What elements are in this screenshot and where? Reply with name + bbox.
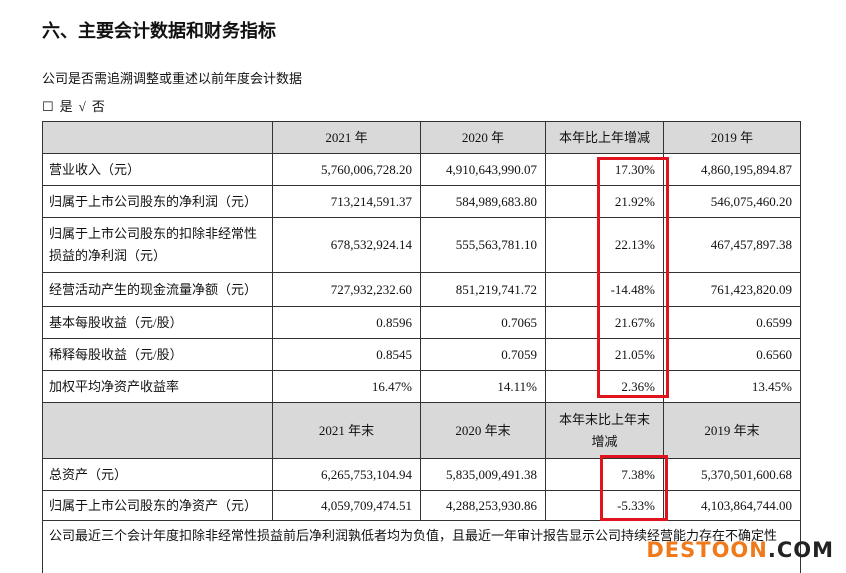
cell-value: 555,563,781.10 xyxy=(420,217,546,273)
row-label: 基本每股收益（元/股） xyxy=(42,306,273,339)
header-cell: 2019 年末 xyxy=(663,402,801,459)
cell-value: 0.6560 xyxy=(663,338,801,371)
header-row: 2021 年 2020 年本年比上年增减 2019 年 xyxy=(42,121,801,154)
row-label: 营业收入（元） xyxy=(42,153,273,186)
data-row: 总资产（元） 6,265,753,104.94 5,835,009,491.38 7.… xyxy=(42,458,801,491)
header-cell: 2021 年 xyxy=(272,121,421,154)
data-row: 经营活动产生的现金流量净额（元） 727,932,232.60 851,219,74… xyxy=(42,272,801,307)
data-row: 稀释每股收益（元/股） 0.8545 0.7059 21.05% 0.6560 xyxy=(42,338,801,371)
cell-value: 4,860,195,894.87 xyxy=(663,153,801,186)
cell-value: 0.6599 xyxy=(663,306,801,339)
cell-value: 584,989,683.80 xyxy=(420,185,546,218)
cell-value: 467,457,897.38 xyxy=(663,217,801,273)
row-label: 经营活动产生的现金流量净额（元） xyxy=(42,272,273,307)
cell-value: 713,214,591.37 xyxy=(272,185,421,218)
watermark: DESTOON.COM xyxy=(646,538,834,562)
header-cell: 2019 年 xyxy=(663,121,801,154)
cell-value: 0.8596 xyxy=(272,306,421,339)
header-cell: 本年比上年增减 xyxy=(545,121,664,154)
cell-value: 761,423,820.09 xyxy=(663,272,801,307)
header-cell: 2021 年末 xyxy=(272,402,421,459)
cell-value: 14.11% xyxy=(420,370,546,403)
option-label: 否 xyxy=(91,99,105,114)
cell-value: 4,288,253,930.86 xyxy=(420,490,546,521)
header-row: 2021 年末 2020 年末 本年末比上年末增减 2019 年末 xyxy=(42,402,801,459)
cell-value: -5.33% xyxy=(545,490,664,521)
option-mark: √ xyxy=(78,99,86,114)
header-cell xyxy=(42,121,273,154)
cell-value: 5,370,501,600.68 xyxy=(663,458,801,491)
data-row: 归属于上市公司股东的净利润（元） 713,214,591.37 584,989,68… xyxy=(42,185,801,218)
cell-value: 5,760,006,728.20 xyxy=(272,153,421,186)
cell-value: 4,059,709,474.51 xyxy=(272,490,421,521)
cell-value: 5,835,009,491.38 xyxy=(420,458,546,491)
cell-value: 851,219,741.72 xyxy=(420,272,546,307)
options: ☐ 是 √ 否 xyxy=(42,96,111,115)
data-row: 归属于上市公司股东的扣除非经常性损益的净利润（元） 678,532,924.14 5… xyxy=(42,217,801,273)
cell-value: 0.7059 xyxy=(420,338,546,371)
footnote: 公司最近三个会计年度扣除非经常性损益前后净利润孰低者均为负值，且最近一年审计报告… xyxy=(42,520,801,573)
cell-value: 678,532,924.14 xyxy=(272,217,421,273)
highlight-box xyxy=(600,455,668,521)
highlight-box xyxy=(597,157,669,398)
cell-value: 6,265,753,104.94 xyxy=(272,458,421,491)
cell-value: 13.45% xyxy=(663,370,801,403)
row-label: 归属于上市公司股东的扣除非经常性损益的净利润（元） xyxy=(42,217,273,273)
data-row: 营业收入（元） 5,760,006,728.20 4,910,643,990.07 1… xyxy=(42,153,801,186)
row-label: 稀释每股收益（元/股） xyxy=(42,338,273,371)
header-cell xyxy=(42,402,273,459)
cell-value: 0.8545 xyxy=(272,338,421,371)
footnote-row: 公司最近三个会计年度扣除非经常性损益前后净利润孰低者均为负值，且最近一年审计报告… xyxy=(42,520,801,573)
row-label: 加权平均净资产收益率 xyxy=(42,370,273,403)
watermark-brand: DESTOON xyxy=(646,538,768,562)
header-cell: 本年末比上年末增减 xyxy=(545,402,664,459)
cell-value: 727,932,232.60 xyxy=(272,272,421,307)
header-cell: 2020 年 xyxy=(420,121,546,154)
data-row: 加权平均净资产收益率 16.47% 14.11% 2.36% 13.45% xyxy=(42,370,801,403)
cell-value: 21.92% xyxy=(545,185,664,218)
cell-value: 7.38% xyxy=(545,458,664,491)
cell-value: 546,075,460.20 xyxy=(663,185,801,218)
cell-value: 4,910,643,990.07 xyxy=(420,153,546,186)
cell-value: -14.48% xyxy=(545,272,664,307)
option-label: 是 xyxy=(59,99,73,114)
row-label: 总资产（元） xyxy=(42,458,273,491)
cell-value: 0.7065 xyxy=(420,306,546,339)
row-label: 归属于上市公司股东的净资产（元） xyxy=(42,490,273,521)
question: 公司是否需追溯调整或重述以前年度会计数据 xyxy=(42,71,303,86)
cell-value: 16.47% xyxy=(272,370,421,403)
data-row: 基本每股收益（元/股） 0.8596 0.7065 21.67% 0.6599 xyxy=(42,306,801,339)
heading: 六、主要会计数据和财务指标 xyxy=(42,21,276,42)
financial-table: 2021 年 2020 年本年比上年增减 2019 年营业收入（元） 5,760,00… xyxy=(42,121,801,573)
row-label: 归属于上市公司股东的净利润（元） xyxy=(42,185,273,218)
option-mark: ☐ xyxy=(42,99,54,114)
data-row: 归属于上市公司股东的净资产（元） 4,059,709,474.51 4,288,25… xyxy=(42,490,801,521)
header-cell: 2020 年末 xyxy=(420,402,546,459)
watermark-suffix: .COM xyxy=(767,538,834,562)
cell-value: 4,103,864,744.00 xyxy=(663,490,801,521)
